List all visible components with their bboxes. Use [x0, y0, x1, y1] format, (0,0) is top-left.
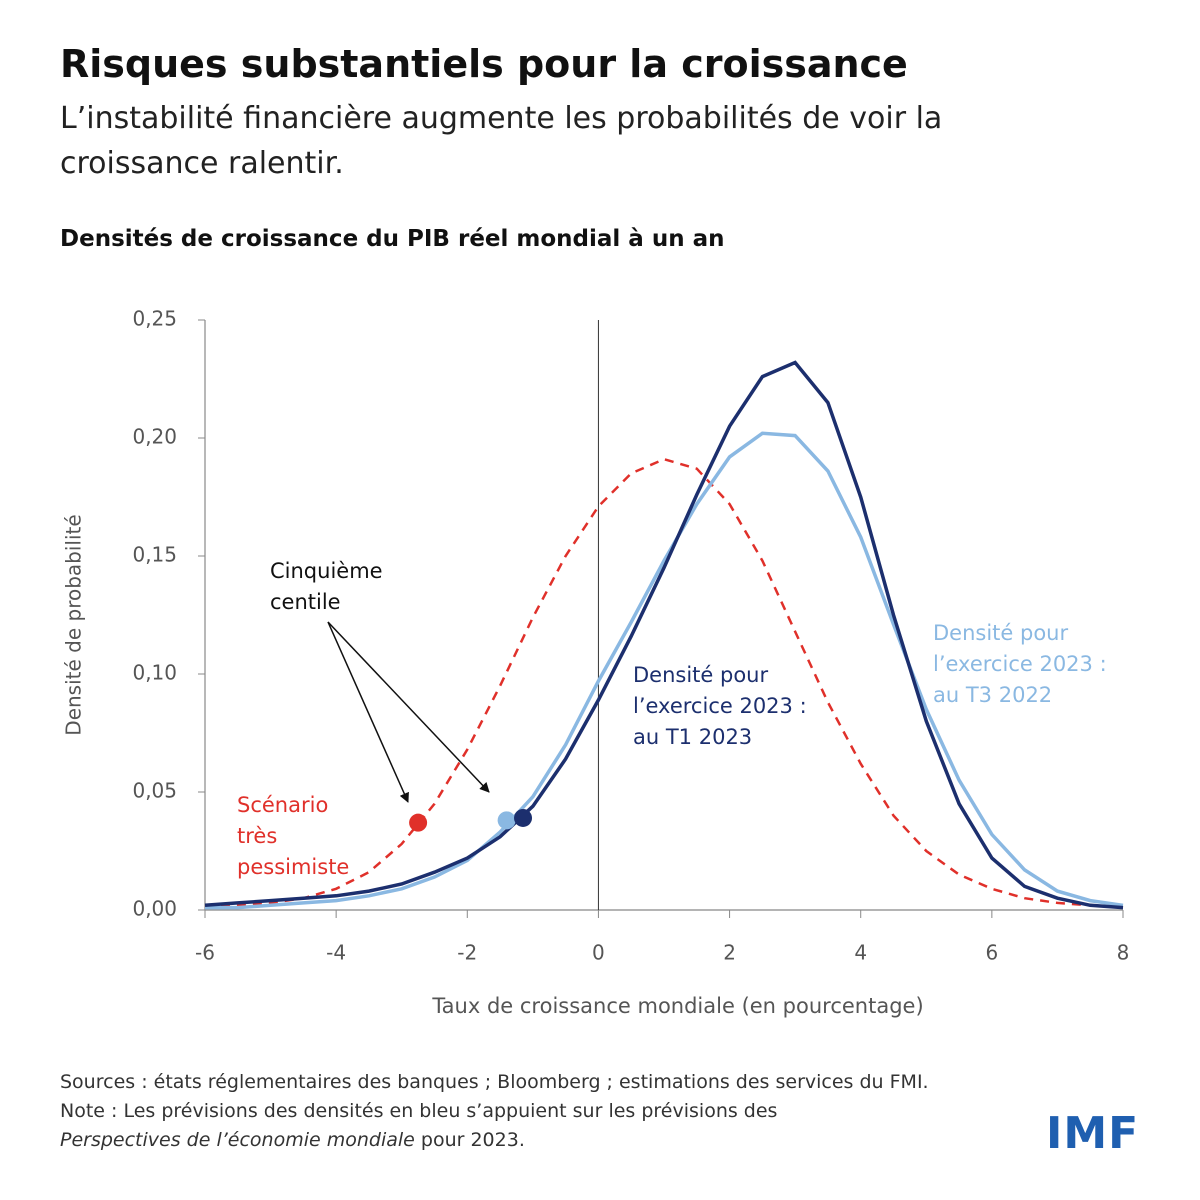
density-line — [204, 360, 1124, 910]
sources: Sources : états réglementaires des banqu… — [60, 1071, 929, 1093]
logo: IMF — [1046, 1108, 1140, 1159]
footer: Sources : états réglementaires des banqu… — [60, 1068, 929, 1155]
x-tick-label: -2 — [457, 941, 477, 965]
x-tick-label: -4 — [326, 941, 346, 965]
y-tick-label: 0,00 — [132, 897, 177, 921]
note-italic: Perspectives de l’économie mondiale — [60, 1129, 415, 1151]
x-tick-label: 8 — [1117, 941, 1130, 965]
x-axis-label: Taux de croissance mondiale (en pourcent… — [431, 994, 923, 1018]
x-tick-label: 4 — [854, 941, 867, 965]
arrow — [327, 621, 490, 793]
series-label: Densité pour l’exercice 2023 : au T3 202… — [933, 621, 1107, 707]
series-label: Densité pour l’exercice 2023 : au T1 202… — [633, 663, 807, 749]
chart-title: Densités de croissance du PIB réel mondi… — [60, 226, 725, 252]
x-tick-label: 0 — [592, 941, 605, 965]
series-label: Scénario très pessimiste — [237, 793, 350, 879]
subtitle: L’instabilité financière augmente les pr… — [60, 101, 943, 181]
x-tick-label: 6 — [985, 941, 998, 965]
y-tick-label: 0,25 — [132, 307, 177, 331]
x-tick-label: -6 — [195, 941, 215, 965]
x-tick-label: 2 — [723, 941, 736, 965]
y-tick-label: 0,10 — [132, 661, 177, 685]
density-line — [205, 431, 1124, 910]
y-tick-label: 0,20 — [132, 425, 177, 449]
percentile-point — [514, 808, 533, 827]
y-tick-label: 0,15 — [132, 543, 177, 567]
note-text: Note : Les prévisions des densités en bl… — [60, 1100, 778, 1122]
annotation: Cinquième centile — [270, 559, 383, 614]
note: Note : Les prévisions des densités en bl… — [60, 1097, 890, 1155]
arrow — [327, 621, 409, 803]
note-text: pour 2023. — [414, 1129, 525, 1151]
density-line — [204, 457, 1124, 909]
title: Risques substantiels pour la croissance — [60, 42, 908, 86]
percentile-point — [497, 811, 516, 830]
percentile-point — [409, 813, 428, 832]
y-axis-label: Densité de probabilité — [62, 514, 86, 735]
y-tick-label: 0,05 — [132, 779, 177, 803]
